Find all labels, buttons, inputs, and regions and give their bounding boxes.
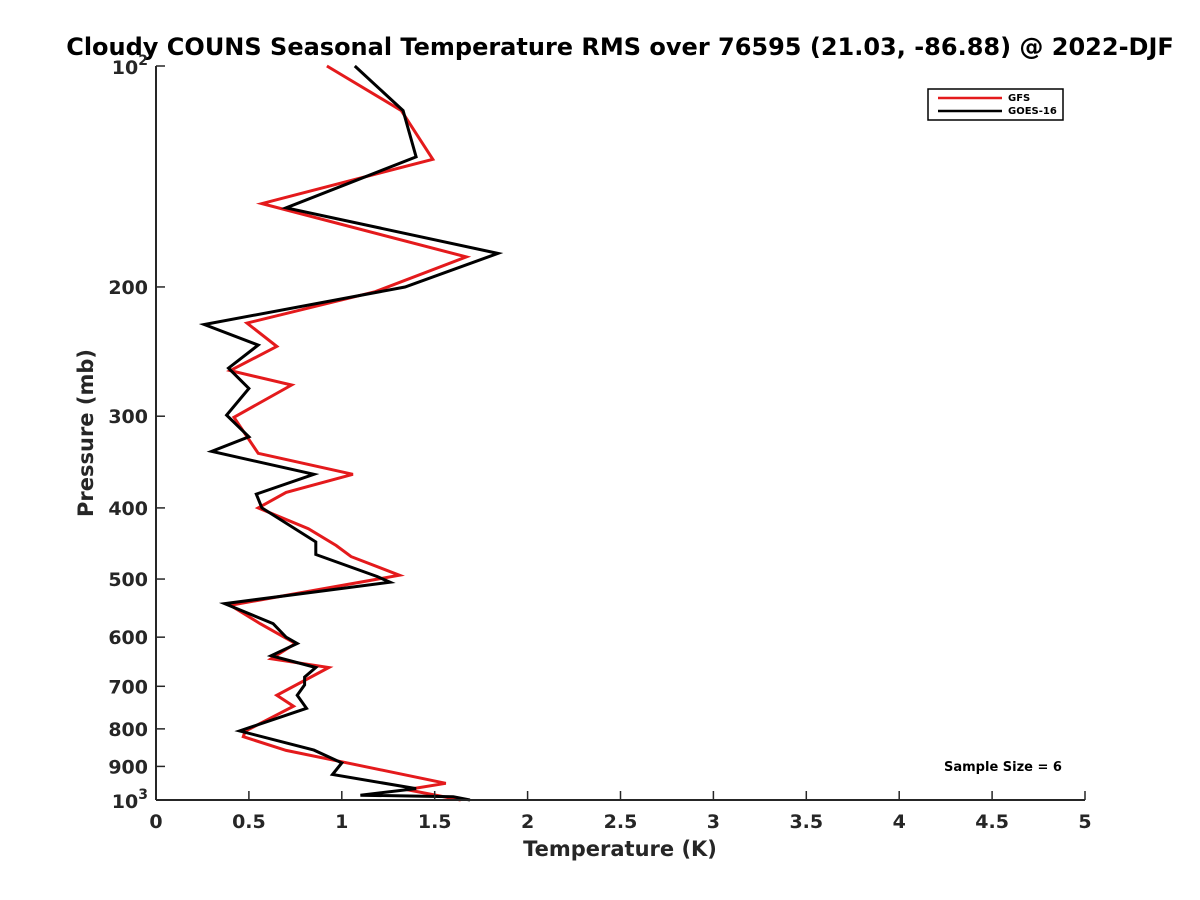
y-tick-label-base: 10 <box>112 57 138 79</box>
y-tick-label: 900 <box>108 756 148 778</box>
x-tick-label: 1.5 <box>418 811 452 833</box>
x-tick-label: 0 <box>149 811 162 833</box>
y-tick-label: 800 <box>108 719 148 741</box>
y-tick-label: 102 <box>112 53 148 79</box>
x-tick-label: 3.5 <box>789 811 823 833</box>
y-tick-label-exponent: 2 <box>138 53 148 69</box>
x-tick-label: 4.5 <box>975 811 1009 833</box>
x-tick-label: 3 <box>707 811 720 833</box>
x-axis-ticks: 0 0.5 1 1.5 2 2.5 3 3.5 4 4.5 5 <box>149 791 1092 833</box>
y-tick-label: 400 <box>108 498 148 520</box>
x-tick-label: 4 <box>893 811 906 833</box>
y-tick-label-exponent: 3 <box>138 787 148 803</box>
x-axis-label: Temperature (K) <box>523 837 717 861</box>
x-tick-label: 1 <box>335 811 348 833</box>
y-tick-label: 600 <box>108 627 148 649</box>
x-tick-label: 0.5 <box>232 811 266 833</box>
plot-lines <box>198 64 504 802</box>
x-tick-label: 2 <box>521 811 534 833</box>
y-tick-label: 200 <box>108 277 148 299</box>
x-tick-label: 2.5 <box>604 811 638 833</box>
y-tick-label-base: 10 <box>112 791 138 813</box>
y-tick-label: 300 <box>108 406 148 428</box>
sample-size-annotation: Sample Size = 6 <box>944 760 1062 775</box>
y-tick-label: 500 <box>108 569 148 591</box>
series-line-gfs <box>226 64 472 802</box>
chart-title: Cloudy COUNS Seasonal Temperature RMS ov… <box>66 33 1174 61</box>
legend-label-gfs: GFS <box>1008 93 1030 104</box>
y-tick-label: 103 <box>112 787 148 813</box>
legend-box <box>927 88 1064 121</box>
series-line-goes-16 <box>198 64 504 802</box>
legend: GFS GOES-16 <box>927 88 1064 121</box>
x-tick-label: 5 <box>1078 811 1091 833</box>
legend-label-goes-16: GOES-16 <box>1008 106 1057 117</box>
y-axis-label: Pressure (mb) <box>74 349 98 517</box>
y-tick-label: 700 <box>108 676 148 698</box>
